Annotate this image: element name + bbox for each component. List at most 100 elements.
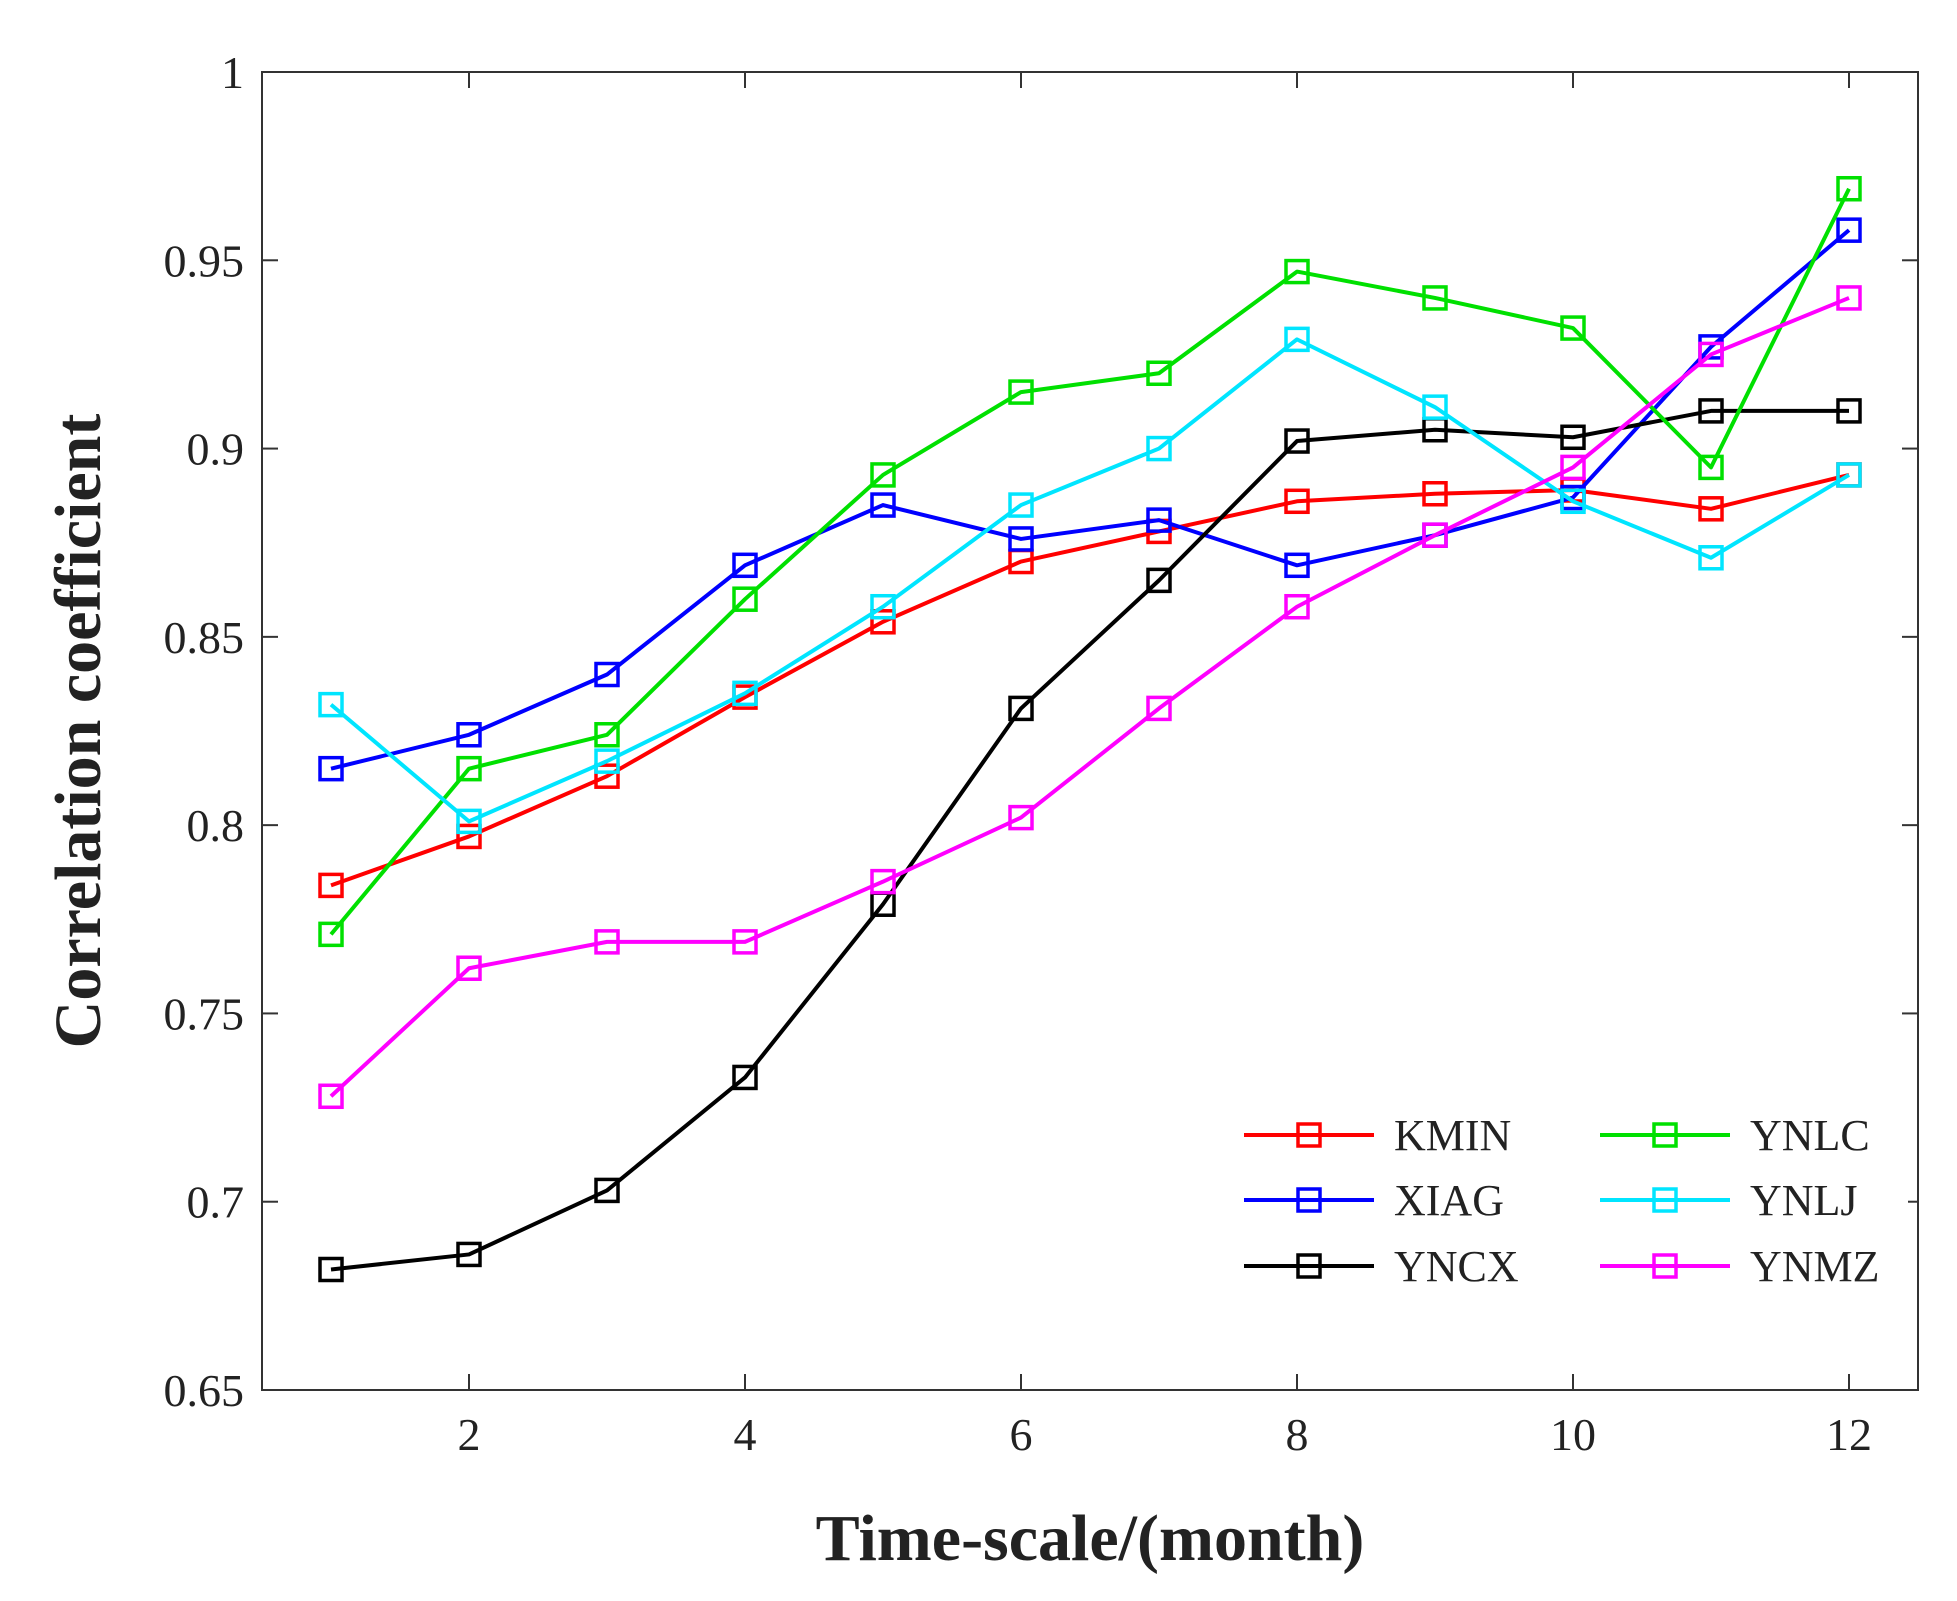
legend-label: YNMZ xyxy=(1750,1242,1880,1291)
data-point-ynmz xyxy=(1836,285,1862,311)
data-point-yncx xyxy=(456,1241,482,1268)
series-ynlj xyxy=(318,326,1862,835)
data-point-ynmz xyxy=(1560,454,1586,481)
data-point-kmin xyxy=(1422,481,1448,507)
legend: KMIN XIAG YNCX YNLC YNLJ YNMZ xyxy=(1228,1100,1908,1300)
data-point-ynmz xyxy=(1698,341,1724,368)
data-point-ynmz xyxy=(456,955,482,981)
data-point-xiag xyxy=(1146,507,1172,533)
legend-swatch-marker xyxy=(1652,1253,1678,1279)
data-point-ynlj xyxy=(456,808,482,835)
y-tick-label: 1 xyxy=(221,47,244,98)
y-tick-label: 0.95 xyxy=(164,235,245,286)
data-point-ynmz xyxy=(1284,593,1310,620)
data-point-ynmz xyxy=(1008,804,1034,831)
legend-swatch-marker xyxy=(1296,1187,1322,1213)
y-tick-label: 0.85 xyxy=(164,612,245,663)
x-tick-label: 4 xyxy=(734,1409,757,1460)
data-point-ynlj xyxy=(1422,394,1448,420)
data-point-ynlj xyxy=(1698,545,1724,571)
y-tick-label: 0.8 xyxy=(187,800,245,851)
y-tick-label: 0.7 xyxy=(187,1177,245,1228)
series-line-ynlj xyxy=(329,337,1851,824)
x-axis-title: Time-scale/(month) xyxy=(816,1502,1365,1575)
data-point-ynlc xyxy=(1422,285,1448,311)
data-point-ynmz xyxy=(1422,522,1448,548)
series-layer xyxy=(318,175,1862,1283)
data-point-ynlj xyxy=(1836,462,1862,488)
data-point-ynlc xyxy=(1284,258,1310,285)
data-point-ynlj xyxy=(1008,492,1034,518)
legend-label: YNLC xyxy=(1750,1111,1870,1160)
legend-swatch-marker xyxy=(1296,1253,1322,1279)
legend-item-ynlj: YNLJ xyxy=(1600,1176,1858,1225)
data-point-ynlc xyxy=(870,462,896,488)
data-point-yncx xyxy=(1560,424,1586,451)
data-point-ynlc xyxy=(456,755,482,782)
y-tick-label: 0.75 xyxy=(164,988,245,1039)
data-point-ynlj xyxy=(1146,435,1172,462)
data-point-ynlj xyxy=(870,593,896,620)
data-point-ynlc xyxy=(1146,360,1172,387)
data-point-yncx xyxy=(1146,567,1172,594)
series-line-kmin xyxy=(330,472,1850,888)
data-point-ynlj xyxy=(1560,488,1586,515)
x-tick-label: 10 xyxy=(1550,1409,1596,1460)
y-tick-label: 0.9 xyxy=(187,424,245,475)
legend-item-xiag: XIAG xyxy=(1244,1176,1504,1225)
data-point-kmin xyxy=(1698,496,1724,522)
data-point-xiag xyxy=(1008,526,1034,552)
data-point-kmin xyxy=(318,872,344,899)
data-point-ynlj xyxy=(318,691,344,718)
data-point-ynlc xyxy=(1560,315,1586,341)
data-point-yncx xyxy=(594,1177,620,1204)
data-point-yncx xyxy=(1008,695,1034,722)
data-point-xiag xyxy=(870,492,896,518)
data-point-kmin xyxy=(456,823,482,850)
legend-swatch-marker xyxy=(1652,1187,1678,1213)
series-line-xiag xyxy=(330,228,1851,771)
legend-swatch-marker xyxy=(1652,1122,1678,1148)
data-point-ynlc xyxy=(318,921,344,948)
legend-label: XIAG xyxy=(1394,1176,1504,1225)
data-point-yncx xyxy=(1284,428,1310,454)
series-yncx xyxy=(318,398,1862,1283)
data-point-kmin xyxy=(870,609,896,635)
data-point-xiag xyxy=(318,755,344,782)
data-point-ynlc xyxy=(594,722,620,748)
data-point-ynlc xyxy=(732,586,758,612)
series-line-ynlc xyxy=(329,187,1851,936)
data-point-ynmz xyxy=(594,929,620,955)
y-axis-title: Correlation coefficient xyxy=(42,414,115,1049)
data-point-yncx xyxy=(318,1256,344,1283)
data-point-xiag xyxy=(1836,217,1862,243)
data-point-ynlc xyxy=(1698,454,1724,481)
legend-swatch-marker xyxy=(1296,1122,1322,1148)
data-point-kmin xyxy=(594,763,620,789)
legend-item-ynlc: YNLC xyxy=(1600,1111,1870,1160)
legend-item-ynmz: YNMZ xyxy=(1600,1242,1880,1291)
plot-frame xyxy=(261,71,1919,1391)
series-ynmz xyxy=(318,285,1862,1110)
series-line-yncx xyxy=(330,408,1849,1272)
data-point-xiag xyxy=(456,722,482,748)
data-point-ynmz xyxy=(318,1083,344,1110)
legend-label: YNLJ xyxy=(1750,1176,1858,1225)
data-point-ynmz xyxy=(732,929,758,955)
x-tick-label: 8 xyxy=(1286,1409,1309,1460)
data-point-ynmz xyxy=(870,868,896,895)
x-tick-label: 6 xyxy=(1010,1409,1033,1460)
legend-label: YNCX xyxy=(1394,1242,1519,1291)
series-ynlc xyxy=(318,175,1862,948)
legend-label: KMIN xyxy=(1394,1111,1511,1160)
legend-item-yncx: YNCX xyxy=(1244,1242,1519,1291)
series-line-ynmz xyxy=(329,296,1850,1098)
data-point-yncx xyxy=(1698,398,1724,424)
data-point-yncx xyxy=(1836,398,1862,424)
data-point-kmin xyxy=(1284,488,1310,515)
data-point-xiag xyxy=(594,661,620,688)
data-point-xiag xyxy=(1284,552,1310,579)
data-point-xiag xyxy=(732,552,758,579)
